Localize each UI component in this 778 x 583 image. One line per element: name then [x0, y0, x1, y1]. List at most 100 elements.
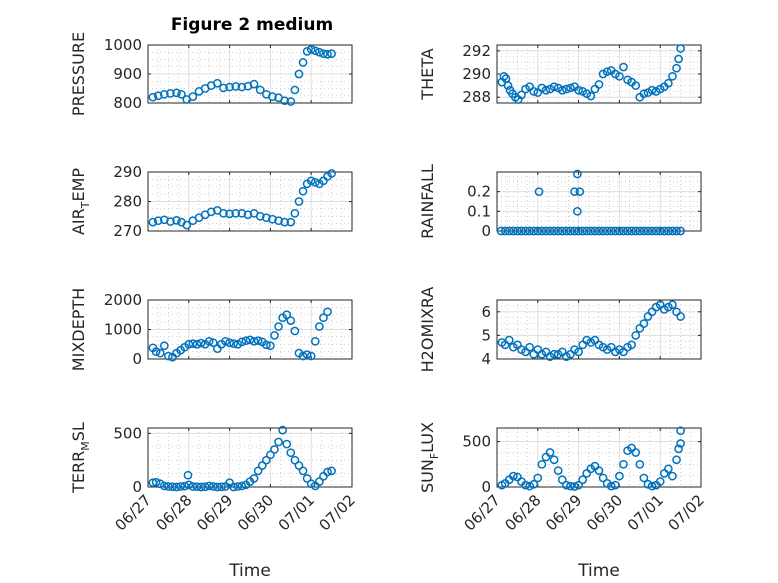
data-point	[196, 338, 206, 348]
data-point	[566, 481, 575, 491]
data-point	[508, 471, 518, 481]
data-point	[676, 426, 685, 436]
data-point	[282, 310, 292, 320]
data-point	[298, 58, 308, 67]
data-point	[513, 226, 522, 236]
data-point	[676, 439, 685, 448]
x-tick-label: 07/01	[624, 491, 667, 534]
x-tick-label: 06/28	[152, 491, 195, 534]
data-point	[253, 466, 263, 476]
data-point	[231, 208, 241, 218]
y-tick-label: 500	[462, 433, 491, 451]
data-point	[148, 92, 158, 102]
data-point	[574, 85, 583, 95]
data-point	[557, 85, 567, 95]
data-point	[668, 471, 677, 481]
y-axis-label: SUNFLUX	[418, 422, 441, 493]
y-tick-label: 6	[481, 303, 491, 321]
data-point	[594, 80, 604, 89]
data-point	[290, 455, 300, 465]
data-point	[219, 83, 228, 93]
data-point	[575, 187, 585, 197]
y-tick-label: 1000	[104, 321, 142, 339]
data-point	[306, 351, 316, 361]
data-point	[151, 347, 161, 356]
data-point	[270, 445, 279, 454]
data-point	[590, 226, 600, 236]
y-tick-label: 900	[113, 65, 142, 83]
data-point	[606, 481, 616, 491]
data-point	[315, 322, 324, 331]
data-point	[676, 44, 685, 53]
data-point	[549, 455, 559, 465]
data-point	[627, 340, 636, 350]
axes-box	[496, 299, 702, 360]
data-point	[549, 349, 559, 359]
data-point	[553, 226, 563, 236]
data-point	[286, 97, 296, 106]
data-point	[631, 226, 641, 236]
data-point	[188, 339, 198, 349]
axes-box	[496, 427, 702, 488]
chart-panel-6: 4 5 6 H2OMIXRA	[418, 287, 702, 372]
data-point	[302, 474, 312, 483]
x-tick-label: 07/02	[316, 491, 359, 534]
data-point	[261, 455, 271, 465]
data-point	[659, 226, 669, 236]
data-series	[148, 45, 336, 106]
data-point	[553, 466, 563, 476]
y-tick-label: 270	[113, 222, 142, 240]
data-point	[204, 481, 214, 491]
chart-panel-1: 800 900 1000 PRESSURE	[69, 32, 353, 116]
data-point	[172, 216, 181, 225]
data-point	[627, 226, 636, 236]
data-point	[574, 226, 583, 236]
data-point	[668, 300, 677, 310]
data-point	[266, 450, 275, 460]
x-tick-label: 06/27	[461, 491, 504, 534]
y-tick-label: 4	[481, 350, 491, 368]
data-point	[274, 437, 283, 447]
data-point	[668, 71, 677, 81]
data-point	[529, 226, 539, 236]
data-point	[651, 226, 661, 236]
data-point	[315, 477, 324, 486]
data-point	[610, 480, 620, 490]
data-point	[315, 47, 324, 57]
y-tick-label: 290	[113, 163, 142, 181]
data-point	[549, 226, 559, 236]
data-point	[151, 477, 161, 487]
data-point	[306, 176, 316, 186]
data-point	[525, 226, 534, 236]
x-axis-label: Time	[228, 561, 271, 581]
data-point	[302, 350, 312, 359]
data-point	[570, 482, 579, 491]
data-point	[672, 455, 681, 465]
data-point	[676, 226, 685, 236]
y-tick-label: 0	[481, 222, 491, 240]
data-point	[570, 226, 579, 236]
data-point	[286, 217, 296, 227]
data-point	[598, 473, 608, 483]
x-tick-label: 07/02	[665, 491, 708, 534]
data-point	[533, 473, 543, 483]
data-point	[310, 46, 320, 56]
data-point	[208, 482, 218, 491]
y-tick-label: 5	[481, 326, 491, 344]
data-point	[310, 336, 320, 346]
data-point	[566, 226, 575, 236]
data-point	[639, 89, 649, 99]
data-point	[623, 226, 632, 236]
data-point	[274, 322, 283, 331]
data-point	[176, 482, 185, 491]
data-point	[504, 226, 514, 236]
y-tick-label: 280	[113, 193, 142, 211]
data-point	[184, 339, 194, 349]
y-tick-label: 800	[113, 94, 142, 112]
data-point	[278, 425, 287, 435]
data-point	[323, 307, 332, 317]
y-axis-label: TERRMSL	[69, 422, 92, 494]
data-point	[639, 226, 649, 236]
data-point	[168, 482, 177, 492]
data-point	[598, 226, 608, 236]
